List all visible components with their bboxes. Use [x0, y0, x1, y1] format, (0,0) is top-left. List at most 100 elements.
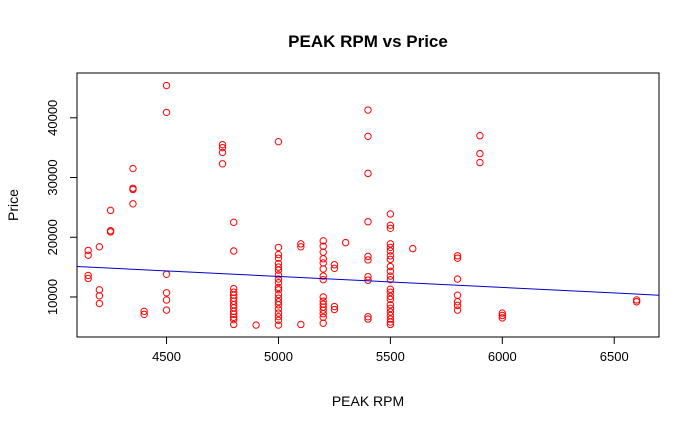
data-point [319, 275, 327, 284]
data-point [274, 290, 283, 299]
data-point [162, 306, 171, 314]
data-point [274, 263, 283, 271]
data-point [274, 305, 283, 313]
data-point [453, 275, 462, 283]
data-point [84, 246, 92, 255]
data-point [274, 298, 283, 306]
data-point [330, 261, 339, 269]
data-point [129, 164, 137, 173]
data-point [386, 267, 395, 275]
data-point [129, 200, 137, 208]
data-point [274, 254, 283, 262]
data-point [364, 312, 372, 321]
data-point [364, 132, 372, 141]
data-point [453, 291, 462, 299]
data-point [140, 310, 148, 319]
data-point [95, 299, 104, 308]
data-point [386, 224, 395, 232]
data-point [274, 271, 283, 279]
data-point [386, 320, 395, 329]
data-point [106, 228, 115, 236]
x-axis-label: PEAK RPM [332, 393, 404, 409]
data-point [319, 272, 327, 280]
data-point [476, 149, 484, 158]
data-point [453, 301, 462, 310]
data-point [274, 243, 283, 252]
data-point [386, 252, 395, 260]
data-point [476, 132, 484, 140]
data-point [453, 254, 462, 262]
data-point [364, 218, 372, 226]
y-tick-label: 20000 [45, 219, 60, 255]
data-point [364, 169, 372, 178]
data-point [386, 272, 395, 280]
data-point [84, 271, 92, 280]
data-point [274, 275, 283, 283]
data-point [229, 247, 238, 255]
data-point [218, 160, 227, 168]
data-point [498, 311, 507, 320]
data-point [364, 272, 372, 281]
data-point [330, 305, 339, 314]
data-point [386, 315, 395, 323]
data-point [319, 310, 327, 318]
data-point [274, 309, 283, 317]
data-point [229, 315, 238, 324]
data-point [229, 310, 238, 319]
x-tick-label: 5000 [264, 349, 293, 364]
data-point [162, 296, 171, 304]
data-point [386, 304, 395, 313]
data-point [409, 244, 417, 253]
data-point [386, 288, 395, 296]
data-point [229, 218, 238, 227]
data-point [129, 185, 137, 194]
data-point [498, 309, 507, 317]
x-axis: 4500 5000 5500 6000 6500 [152, 336, 629, 364]
data-point [341, 238, 350, 247]
data-point [218, 148, 227, 157]
data-point [453, 306, 462, 314]
data-point [386, 301, 395, 309]
data-point [319, 259, 327, 267]
data-point [453, 252, 462, 260]
data-point [274, 312, 283, 321]
data-point [386, 255, 395, 264]
data-point [386, 292, 395, 301]
data-point [364, 252, 372, 261]
data-point [162, 270, 171, 278]
y-axis: 10000 20000 30000 40000 [45, 100, 78, 315]
y-tick-label: 30000 [45, 159, 60, 195]
data-point [229, 313, 238, 321]
data-point [498, 314, 507, 322]
data-point [274, 278, 283, 287]
data-point [319, 319, 327, 327]
data-point [274, 283, 283, 292]
data-point [274, 301, 283, 309]
y-axis-label: Price [5, 189, 21, 221]
data-point [252, 321, 260, 329]
data-point [297, 320, 305, 329]
data-point [274, 321, 283, 329]
data-point [84, 274, 92, 283]
data-point [386, 318, 395, 326]
data-point [297, 243, 305, 251]
data-point [95, 286, 104, 294]
data-point [274, 250, 283, 259]
data-point [229, 320, 238, 329]
data-point [319, 293, 327, 301]
data-point [632, 298, 641, 306]
data-point [386, 240, 395, 248]
data-point [140, 307, 148, 316]
data-point [274, 137, 283, 146]
data-points [84, 81, 641, 329]
data-point [330, 264, 339, 273]
data-point [274, 266, 283, 274]
data-point [319, 265, 327, 273]
data-point [364, 106, 372, 114]
data-point [162, 108, 171, 117]
x-tick-label: 6500 [600, 349, 629, 364]
chart-title: PEAK RPM vs Price [288, 32, 448, 51]
data-point [386, 285, 395, 293]
data-point [95, 243, 104, 251]
